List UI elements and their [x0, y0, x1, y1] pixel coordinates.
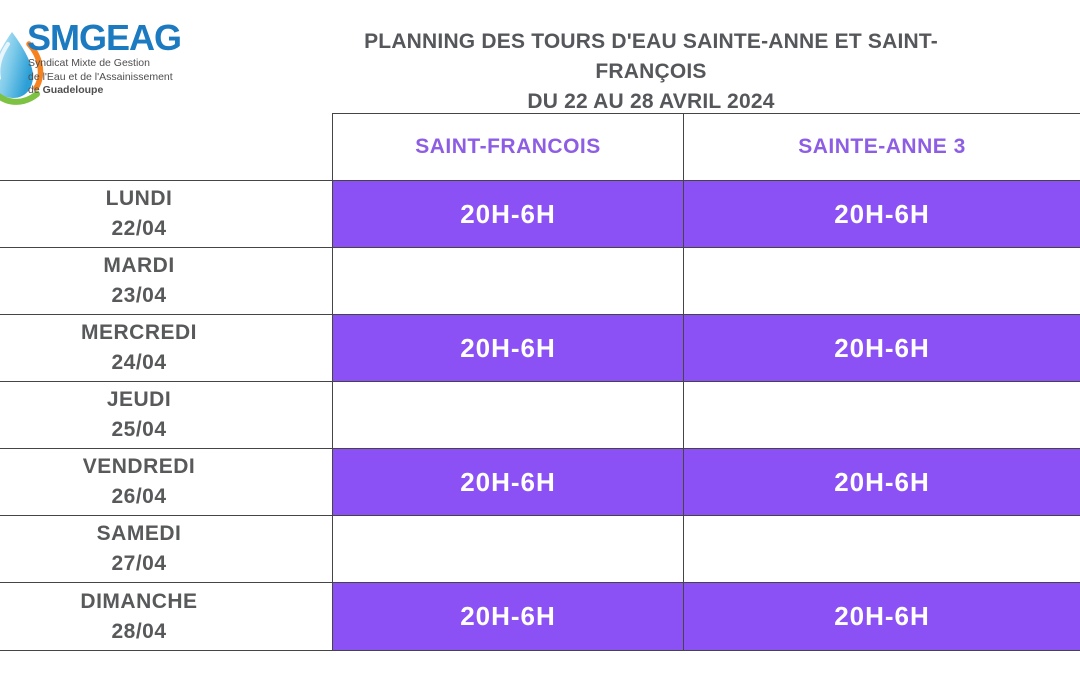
- day-date: 28/04: [111, 619, 167, 643]
- column-header-sainte-anne-3: SAINTE-ANNE 3: [683, 113, 1080, 180]
- day-date: 24/04: [111, 351, 167, 374]
- day-cell-mercredi: MERCREDI 24/04: [0, 314, 332, 381]
- title-line1: PLANNING DES TOURS D'EAU SAINTE-ANNE ET …: [364, 30, 938, 83]
- planning-table: SAINT-FRANCOIS SAINTE-ANNE 3 LUNDI 22/04…: [0, 113, 1080, 651]
- day-label: SAMEDI: [96, 522, 182, 545]
- day-label: JEUDI: [106, 388, 172, 411]
- day-label: MERCREDI: [80, 321, 197, 344]
- water-drop-icon: [0, 30, 50, 110]
- logo-wordmark: SMGEAG: [27, 17, 182, 58]
- header-spacer: [0, 113, 332, 180]
- slot-lundi-sainte-anne-3: 20H-6H: [683, 180, 1080, 247]
- tagline-line3-prefix: de: [28, 84, 43, 96]
- slot-mercredi-saint-francois: 20H-6H: [332, 314, 683, 381]
- day-date: 22/04: [111, 217, 167, 240]
- smgeag-logo: SMGEAG Syndicat Mixte de Gestion de l'Ea…: [0, 0, 320, 113]
- page-title: PLANNING DES TOURS D'EAU SAINTE-ANNE ET …: [321, 27, 981, 117]
- day-cell-samedi: SAMEDI 27/04: [0, 515, 332, 582]
- tagline-line3-bold: Guadeloupe: [42, 84, 104, 96]
- slot-jeudi-saint-francois: [332, 381, 683, 448]
- day-cell-dimanche: DIMANCHE 28/04: [0, 582, 332, 651]
- slot-mardi-sainte-anne-3: [683, 247, 1080, 314]
- title-line2: DU 22 AU 28 AVRIL 2024: [527, 90, 775, 113]
- slot-dimanche-sainte-anne-3: 20H-6H: [683, 582, 1080, 651]
- day-cell-mardi: MARDI 23/04: [0, 247, 332, 314]
- slot-mardi-saint-francois: [332, 247, 683, 314]
- slot-lundi-saint-francois: 20H-6H: [332, 180, 683, 247]
- day-date: 25/04: [111, 418, 167, 441]
- slot-mercredi-sainte-anne-3: 20H-6H: [683, 314, 1080, 381]
- day-label: DIMANCHE: [80, 589, 198, 613]
- slot-dimanche-saint-francois: 20H-6H: [332, 582, 683, 651]
- column-header-saint-francois: SAINT-FRANCOIS: [332, 113, 683, 180]
- tagline-line2: de l'Eau et de l'Assainissement: [28, 70, 173, 83]
- day-label: LUNDI: [105, 187, 173, 210]
- slot-samedi-sainte-anne-3: [683, 515, 1080, 582]
- logo-tagline: Syndicat Mixte de Gestion de l'Eau et de…: [28, 57, 173, 98]
- day-cell-vendredi: VENDREDI 26/04: [0, 448, 332, 515]
- day-cell-lundi: LUNDI 22/04: [0, 180, 332, 247]
- day-date: 27/04: [111, 552, 167, 575]
- day-cell-jeudi: JEUDI 25/04: [0, 381, 332, 448]
- day-date: 26/04: [111, 485, 167, 508]
- slot-vendredi-saint-francois: 20H-6H: [332, 448, 683, 515]
- slot-samedi-saint-francois: [332, 515, 683, 582]
- day-label: VENDREDI: [82, 455, 196, 478]
- slot-jeudi-sainte-anne-3: [683, 381, 1080, 448]
- tagline-line1: Syndicat Mixte de Gestion: [28, 57, 150, 69]
- day-date: 23/04: [111, 284, 167, 307]
- slot-vendredi-sainte-anne-3: 20H-6H: [683, 448, 1080, 515]
- day-label: MARDI: [103, 254, 175, 277]
